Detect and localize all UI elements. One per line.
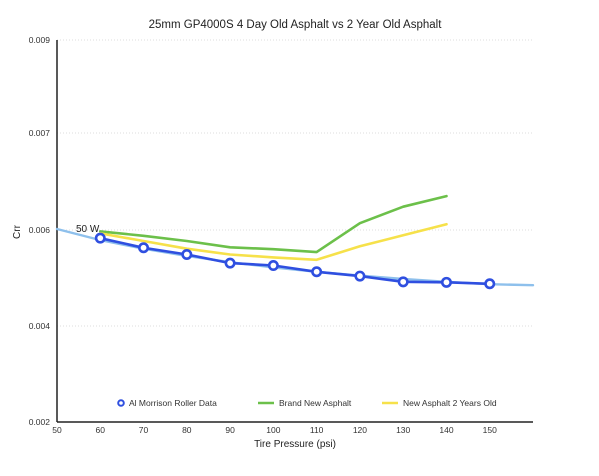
- data-point: [138, 242, 150, 254]
- data-point: [94, 232, 106, 244]
- x-tick-label: 80: [182, 425, 192, 435]
- x-tick-label: 110: [310, 425, 324, 435]
- data-point: [224, 257, 236, 269]
- x-tick-label: 60: [96, 425, 106, 435]
- x-tick-label: 70: [139, 425, 149, 435]
- y-tick-label: 0.004: [29, 321, 51, 331]
- y-axis-label: Crr: [12, 224, 23, 239]
- series-lines: [55, 194, 535, 287]
- series-line: [99, 194, 448, 254]
- legend-label: New Asphalt 2 Years Old: [403, 398, 497, 408]
- legend-label: Brand New Asphalt: [279, 398, 352, 408]
- x-axis-label: Tire Pressure (psi): [254, 439, 336, 450]
- x-tick-label: 130: [396, 425, 410, 435]
- legend: Al Morrison Roller Data Brand New Asphalt…: [117, 398, 497, 408]
- x-tick-label: 100: [266, 425, 280, 435]
- y-tick-label: 0.007: [29, 128, 51, 138]
- y-tick-label: 0.006: [29, 225, 51, 235]
- x-tick-label: 50: [52, 425, 62, 435]
- x-tick-label: 140: [439, 425, 453, 435]
- data-point: [181, 248, 193, 260]
- legend-label: Al Morrison Roller Data: [129, 398, 217, 408]
- gridlines: [57, 39, 533, 327]
- series-line: [99, 236, 492, 286]
- series-line: [99, 222, 448, 262]
- y-tick-label: 0.009: [29, 35, 51, 45]
- series-markers: [94, 232, 496, 290]
- data-point: [440, 276, 452, 288]
- axes: 0.002 0.004 0.006 0.007 0.009 50 60 70 80 90 100 11…: [29, 35, 533, 435]
- data-point: [354, 270, 366, 282]
- data-point: [484, 278, 496, 290]
- legend-swatch: [117, 399, 125, 407]
- data-point: [311, 266, 323, 278]
- data-point: [267, 260, 279, 272]
- x-tick-label: 90: [225, 425, 235, 435]
- data-point: [397, 276, 409, 288]
- x-tick-label: 150: [483, 425, 497, 435]
- annotation-50w: 50 W: [76, 224, 100, 235]
- y-tick-label: 0.002: [29, 417, 51, 427]
- x-tick-label: 120: [353, 425, 367, 435]
- chart-title: 25mm GP4000S 4 Day Old Asphalt vs 2 Year…: [149, 19, 443, 31]
